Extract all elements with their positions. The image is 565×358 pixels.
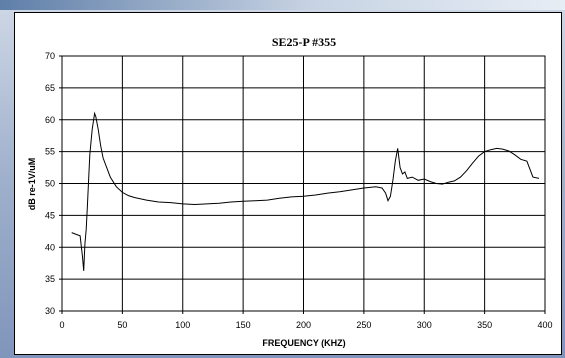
y-tick-label: 40 — [45, 242, 55, 252]
y-tick-label: 70 — [45, 51, 55, 61]
x-tick-label: 350 — [477, 320, 492, 330]
x-tick-label: 400 — [537, 320, 552, 330]
y-tick-label: 45 — [45, 210, 55, 220]
x-tick-label: 50 — [117, 320, 127, 330]
x-tick-label: 300 — [417, 320, 432, 330]
y-tick-label: 35 — [45, 274, 55, 284]
y-axis-label: dB re-1V/uM — [27, 158, 37, 211]
grid-lines — [61, 55, 546, 312]
x-tick-label: 0 — [59, 320, 64, 330]
x-tick-label: 100 — [175, 320, 190, 330]
y-axis-ticks: 30 35 40 45 50 55 60 65 70 — [45, 51, 62, 316]
y-tick-label: 60 — [45, 115, 55, 125]
x-tick-label: 200 — [296, 320, 311, 330]
x-axis-ticks: 0 50 100 150 200 250 300 350 400 — [59, 311, 553, 330]
y-tick-label: 55 — [45, 147, 55, 157]
x-tick-label: 250 — [356, 320, 371, 330]
x-tick-label: 150 — [236, 320, 251, 330]
y-tick-label: 30 — [45, 306, 55, 316]
x-axis-label: FREQUENCY (KHZ) — [262, 338, 345, 348]
y-tick-label: 50 — [45, 179, 55, 189]
series-line — [71, 111, 540, 271]
y-tick-label: 65 — [45, 83, 55, 93]
chart-title: SE25-P #355 — [272, 35, 336, 49]
window-top-strip — [0, 0, 565, 10]
